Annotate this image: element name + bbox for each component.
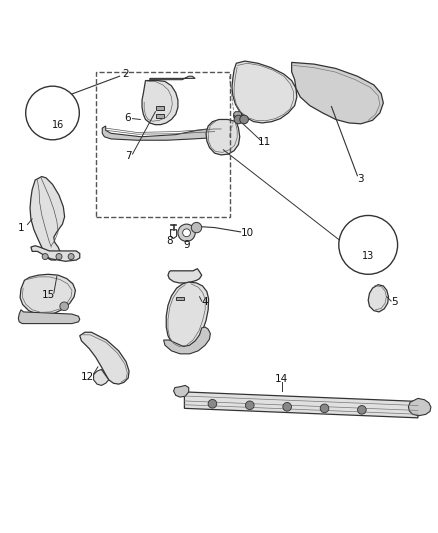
Polygon shape	[168, 269, 202, 283]
Text: 8: 8	[166, 237, 173, 246]
Polygon shape	[164, 327, 210, 354]
Text: 10: 10	[241, 228, 254, 238]
Polygon shape	[31, 246, 80, 261]
Circle shape	[245, 401, 254, 410]
Polygon shape	[20, 274, 75, 315]
Polygon shape	[408, 398, 431, 416]
Circle shape	[240, 115, 248, 124]
Polygon shape	[142, 80, 178, 125]
Polygon shape	[173, 385, 189, 397]
Text: 6: 6	[124, 113, 131, 123]
Circle shape	[68, 254, 74, 260]
Polygon shape	[80, 332, 129, 384]
Polygon shape	[368, 285, 389, 312]
Text: 9: 9	[183, 240, 190, 250]
Text: 5: 5	[391, 297, 398, 307]
Circle shape	[42, 254, 48, 260]
Circle shape	[26, 86, 79, 140]
Circle shape	[357, 406, 366, 414]
Circle shape	[339, 215, 398, 274]
Polygon shape	[232, 61, 297, 123]
Text: 7: 7	[125, 151, 131, 161]
Text: 11: 11	[258, 138, 272, 148]
Polygon shape	[206, 119, 240, 155]
Circle shape	[191, 222, 202, 233]
Circle shape	[178, 224, 195, 241]
Text: 1: 1	[18, 223, 24, 232]
Polygon shape	[156, 107, 164, 110]
Circle shape	[60, 302, 68, 311]
Bar	[96, 72, 230, 217]
Polygon shape	[292, 62, 383, 124]
Polygon shape	[94, 369, 109, 385]
Polygon shape	[18, 310, 80, 324]
Polygon shape	[30, 176, 65, 260]
Polygon shape	[102, 126, 223, 140]
Polygon shape	[156, 114, 164, 118]
Text: 14: 14	[275, 374, 288, 384]
Text: 3: 3	[357, 174, 364, 184]
Circle shape	[320, 404, 329, 413]
Circle shape	[208, 399, 217, 408]
Polygon shape	[234, 112, 241, 119]
Text: 2: 2	[123, 69, 129, 79]
Polygon shape	[150, 76, 195, 80]
Circle shape	[56, 254, 62, 260]
Text: 15: 15	[42, 289, 55, 300]
Polygon shape	[176, 297, 184, 300]
Circle shape	[183, 229, 191, 237]
Circle shape	[234, 115, 243, 124]
Text: 12: 12	[81, 372, 94, 382]
Polygon shape	[166, 282, 208, 348]
Text: 16: 16	[52, 119, 64, 130]
Circle shape	[283, 402, 291, 411]
Text: 4: 4	[202, 297, 208, 307]
Polygon shape	[184, 392, 418, 418]
Text: 13: 13	[362, 251, 374, 261]
